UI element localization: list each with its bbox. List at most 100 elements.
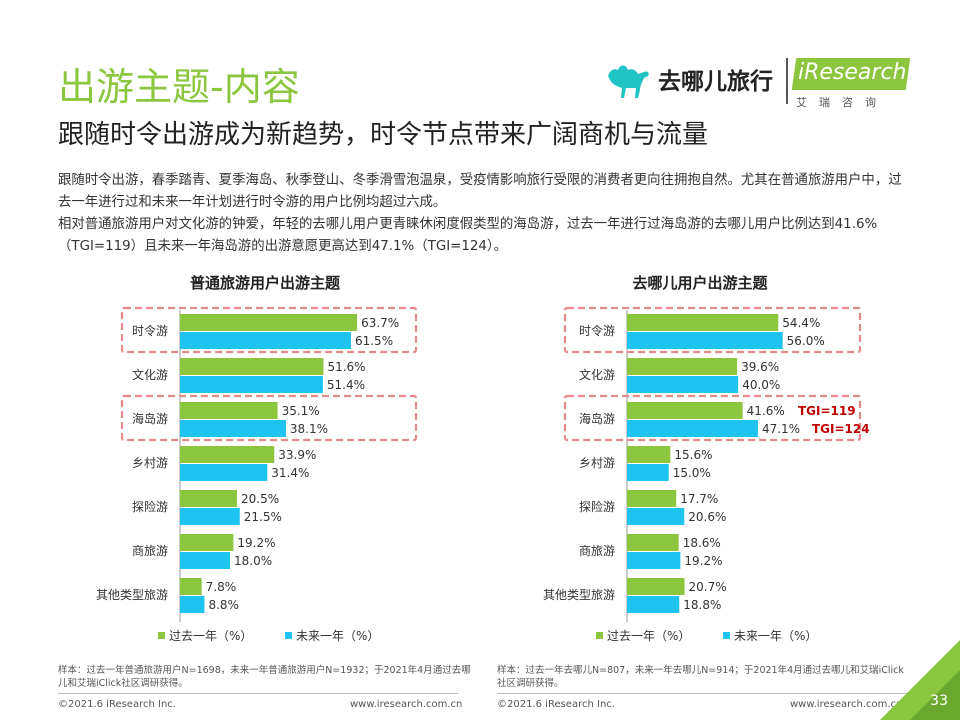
data-label: 15.0%	[673, 466, 711, 480]
data-label: 19.2%	[684, 554, 722, 568]
bar	[627, 534, 679, 551]
bar	[180, 534, 234, 551]
category-label: 海岛游	[579, 411, 615, 426]
data-label: 8.8%	[208, 598, 239, 612]
data-label: 18.0%	[234, 554, 272, 568]
legend-label: 过去一年（%）	[607, 629, 690, 643]
bar	[627, 464, 669, 481]
data-label: 19.2%	[237, 536, 275, 550]
bar	[180, 420, 286, 437]
data-label: 18.6%	[683, 536, 721, 550]
data-label: 21.5%	[244, 510, 282, 524]
data-label: 41.6%	[747, 404, 785, 418]
data-label: 20.5%	[241, 492, 279, 506]
bar	[180, 464, 268, 481]
data-label: 35.1%	[282, 404, 320, 418]
category-label: 探险游	[579, 499, 615, 514]
bar	[180, 332, 351, 349]
bar	[627, 490, 677, 507]
legend-swatch	[158, 632, 165, 639]
highlight-box	[563, 394, 862, 442]
category-label: 时令游	[579, 323, 615, 338]
highlight-box	[120, 394, 418, 442]
legend-label: 过去一年（%）	[169, 629, 252, 643]
category-label: 商旅游	[132, 543, 168, 558]
bar	[627, 596, 680, 613]
bar	[180, 376, 323, 393]
camel-icon	[608, 65, 649, 98]
highlight-box	[563, 306, 862, 354]
data-label: 51.4%	[327, 378, 365, 392]
data-label: 20.7%	[689, 580, 727, 594]
bar	[180, 358, 324, 375]
description: 跟随时令出游，春季踏青、夏季海岛、秋季登山、冬季滑雪泡温泉，受疫情影响旅行受限的…	[58, 170, 908, 258]
category-label: 其他类型旅游	[96, 588, 168, 602]
iresearch-logo-subtext: 艾瑞咨询	[796, 96, 888, 109]
tgi-annotation: TGI=119	[798, 404, 856, 418]
logo-divider	[786, 58, 788, 104]
data-label: 61.5%	[355, 334, 393, 348]
copyright-right: ©2021.6 iResearch Inc.	[497, 699, 615, 710]
data-label: 33.9%	[278, 448, 316, 462]
page-title: 出游主题-内容	[58, 65, 300, 109]
data-label: 15.6%	[674, 448, 712, 462]
category-label: 探险游	[132, 499, 168, 514]
bar	[627, 578, 685, 595]
corner-decoration	[880, 640, 960, 720]
page-subtitle: 跟随时令出游成为新趋势，时令节点带来广阔商机与流量	[58, 120, 709, 150]
qunar-logo: 去哪儿旅行	[604, 56, 784, 106]
data-label: 17.7%	[680, 492, 718, 506]
data-label: 54.4%	[782, 316, 820, 330]
bar	[180, 446, 275, 463]
legend-swatch	[723, 632, 730, 639]
category-label: 其他类型旅游	[543, 588, 615, 602]
description-paragraph-1: 跟随时令出游，春季踏青、夏季海岛、秋季登山、冬季滑雪泡温泉，受疫情影响旅行受限的…	[58, 173, 902, 210]
category-label: 乡村游	[132, 456, 168, 470]
data-label: 47.1%	[762, 422, 800, 436]
qunar-logo-text: 去哪儿旅行	[658, 69, 773, 95]
category-label: 乡村游	[579, 456, 615, 470]
category-label: 文化游	[132, 367, 168, 382]
iresearch-logo-text: iResearch	[798, 60, 907, 85]
bar	[180, 508, 240, 525]
bar	[180, 402, 278, 419]
bar	[627, 358, 738, 375]
chart-title: 去哪儿用户出游主题	[632, 274, 768, 292]
legend-swatch	[285, 632, 292, 639]
data-label: 7.8%	[206, 580, 237, 594]
bar	[180, 314, 358, 331]
footnote-left: 样本：过去一年普通旅游用户N=1698，未来一年普通旅游用户N=1932；于20…	[58, 665, 471, 689]
data-label: 38.1%	[290, 422, 328, 436]
category-label: 商旅游	[579, 543, 615, 558]
chart-title: 普通旅游用户出游主题	[190, 274, 341, 292]
bar	[180, 578, 202, 595]
bar	[180, 596, 205, 613]
category-label: 海岛游	[132, 411, 168, 426]
bar	[627, 508, 685, 525]
data-label: 31.4%	[271, 466, 309, 480]
category-label: 文化游	[579, 367, 615, 382]
website-right: www.iresearch.com.cn	[790, 699, 903, 710]
bar	[627, 402, 743, 419]
bar	[627, 420, 758, 437]
legend-label: 未来一年（%）	[734, 629, 817, 643]
footer-divider-left	[58, 693, 458, 694]
bar	[627, 552, 681, 569]
iresearch-logo: iResearch 艾瑞咨询	[791, 58, 914, 110]
description-paragraph-2: 相对普通旅游用户对文化游的钟爱，年轻的去哪儿用户更青睐休闲度假类型的海岛游，过去…	[58, 217, 878, 254]
bar	[627, 446, 671, 463]
data-label: 51.6%	[327, 360, 365, 374]
footnote-right: 样本：过去一年去哪儿N=807，未来一年去哪儿N=914；于2021年4月通过去…	[497, 665, 904, 689]
highlight-box	[120, 306, 418, 354]
bar	[627, 376, 739, 393]
page-number: 33	[930, 693, 948, 709]
data-label: 20.6%	[688, 510, 726, 524]
data-label: 63.7%	[361, 316, 399, 330]
tgi-annotation: TGI=124	[812, 422, 870, 436]
data-label: 40.0%	[742, 378, 780, 392]
data-label: 18.8%	[683, 598, 721, 612]
legend-label: 未来一年（%）	[296, 629, 379, 643]
website-left: www.iresearch.com.cn	[350, 699, 463, 710]
bar	[627, 314, 779, 331]
